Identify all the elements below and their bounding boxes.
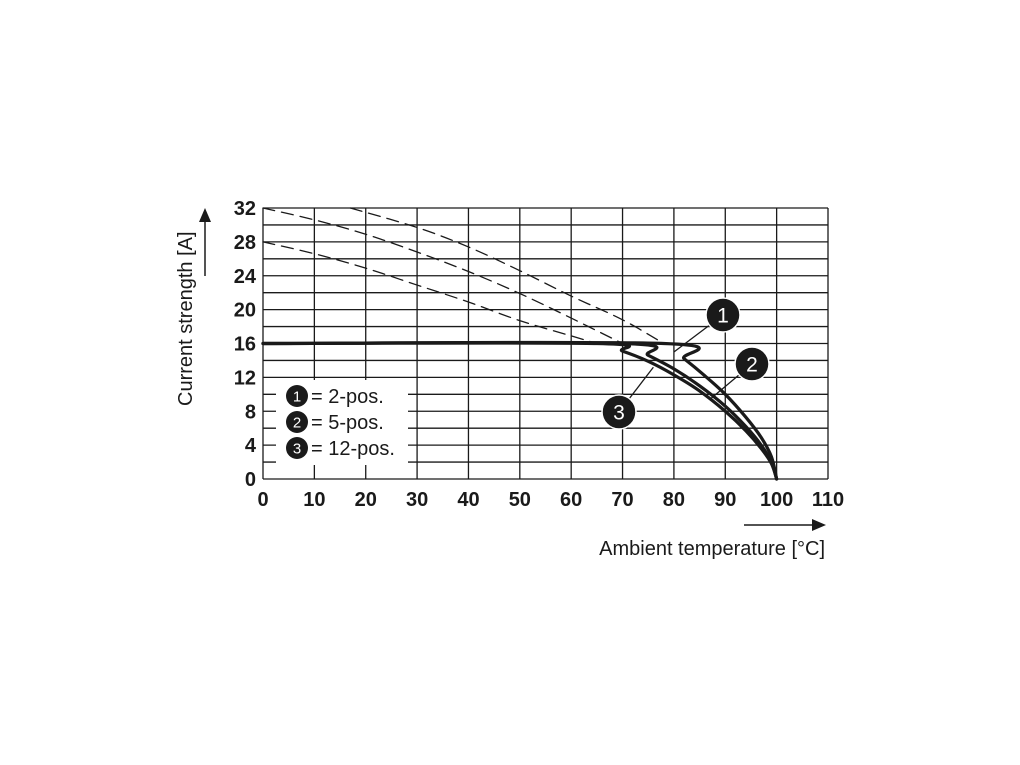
- legend-entry-text: = 5-pos.: [311, 412, 384, 434]
- y-tick-label: 16: [234, 334, 256, 356]
- legend-badge: [286, 411, 308, 433]
- curve-3: [261, 341, 779, 481]
- x-tick-label: 50: [509, 489, 531, 511]
- x-tick-label: 70: [611, 489, 633, 511]
- x-tick-label: 40: [457, 489, 479, 511]
- y-tick-labels: 0 4 8 12 16 20 24 28 32: [234, 198, 257, 491]
- legend-badge-number: 1: [293, 389, 301, 406]
- x-axis-label-group: Ambient temperature [°C]: [599, 519, 826, 560]
- legend-badge: [286, 385, 308, 407]
- callout-badge-number: 2: [746, 354, 758, 377]
- y-axis-label: Current strength [A]: [175, 231, 197, 406]
- legend-entries: 1 = 2-pos. 2 = 5-pos. 3 = 12-pos.: [286, 385, 395, 460]
- callout-badge: [601, 394, 637, 430]
- callout-badge: [734, 346, 770, 382]
- plot-curves: [261, 207, 779, 481]
- x-axis-label: Ambient temperature [°C]: [599, 538, 825, 560]
- x-tick-labels: 0 10 20 30 40 50 60 70 80 90 100 110: [257, 489, 844, 511]
- x-axis-arrow-head: [812, 519, 826, 531]
- dashed-curve-6: [262, 241, 598, 345]
- x-tick-label: 20: [355, 489, 377, 511]
- legend-entry-text: = 2-pos.: [311, 386, 384, 408]
- x-tick-label: 0: [257, 489, 268, 511]
- dashed-curve-4: [349, 207, 665, 345]
- y-tick-label: 20: [234, 300, 256, 322]
- callout-badge-number: 1: [717, 305, 729, 328]
- x-tick-label: 60: [560, 489, 582, 511]
- y-tick-label: 12: [234, 367, 256, 389]
- y-tick-label: 28: [234, 232, 256, 254]
- legend-badge: [286, 437, 308, 459]
- callout-badge-number: 3: [613, 402, 625, 425]
- y-axis-arrow-head: [199, 208, 211, 222]
- legend: 1 = 2-pos. 2 = 5-pos. 3 = 12-pos.: [276, 380, 408, 465]
- y-tick-label: 32: [234, 198, 256, 220]
- dashed-curve-5: [262, 207, 624, 345]
- y-tick-label: 0: [245, 469, 256, 491]
- x-tick-label: 90: [714, 489, 736, 511]
- x-tick-label: 80: [663, 489, 685, 511]
- x-tick-label: 100: [760, 489, 793, 511]
- x-tick-label: 30: [406, 489, 428, 511]
- y-tick-label: 24: [234, 266, 257, 288]
- legend-entry-text: = 12-pos.: [311, 438, 395, 460]
- x-tick-label: 10: [303, 489, 325, 511]
- x-tick-label: 110: [812, 489, 844, 511]
- legend-badge-number: 2: [293, 415, 301, 432]
- y-tick-label: 8: [245, 401, 256, 423]
- legend-badge-number: 3: [293, 441, 301, 458]
- curve-callouts: 1 2 3: [601, 297, 770, 430]
- y-tick-label: 4: [245, 435, 257, 457]
- y-axis-label-group: Current strength [A]: [175, 208, 211, 406]
- callout-badge: [705, 297, 741, 333]
